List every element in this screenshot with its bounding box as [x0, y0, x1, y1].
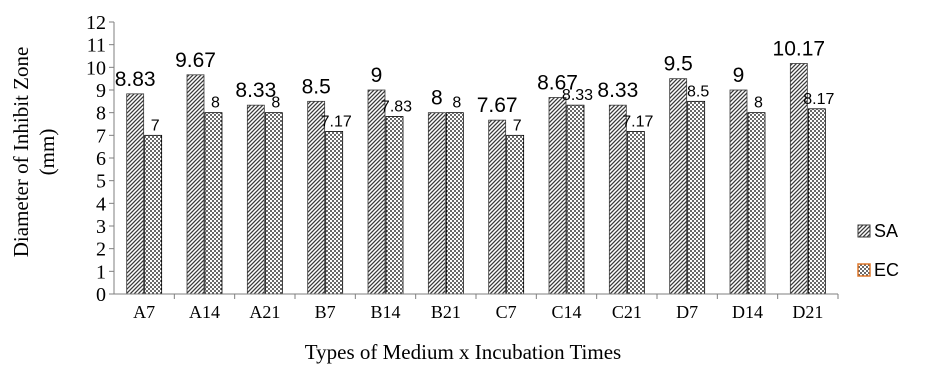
bar-ec-d14[interactable] — [747, 112, 766, 295]
bar-sa-a7[interactable] — [126, 93, 145, 295]
bar-ec-b21[interactable] — [445, 112, 464, 295]
x-tick-label: C7 — [496, 302, 517, 322]
data-label-sa: 9 — [733, 64, 745, 87]
bar-ec-b7[interactable] — [325, 131, 344, 295]
x-tick-label: D7 — [676, 302, 698, 322]
y-tick-label: 9 — [96, 80, 106, 102]
data-label-ec: 7.17 — [321, 113, 352, 130]
x-tick-label: D14 — [732, 302, 763, 322]
bar-ec-c21[interactable] — [626, 131, 645, 295]
bar-ec-d7[interactable] — [687, 100, 706, 295]
y-tick-label: 8 — [96, 103, 106, 125]
data-label-sa: 9.5 — [664, 53, 693, 76]
data-label-ec: 7 — [513, 117, 522, 134]
data-label-sa: 7.67 — [477, 94, 518, 117]
bar-ec-a21[interactable] — [264, 112, 283, 295]
x-tick-label: B7 — [315, 302, 336, 322]
data-label-sa: 8.67 — [537, 71, 578, 94]
x-axis-title: Types of Medium x Incubation Times — [305, 340, 621, 364]
legend-swatch-sa — [857, 224, 871, 238]
data-label-sa: 8.83 — [115, 68, 156, 91]
bar-ec-a7[interactable] — [144, 134, 163, 295]
x-tick-label: C14 — [551, 302, 581, 322]
y-tick-label: 11 — [87, 35, 106, 57]
data-label-sa: 8.33 — [597, 79, 638, 102]
x-tick-label: A21 — [249, 302, 280, 322]
x-tick-label: D21 — [792, 302, 823, 322]
legend-item-ec[interactable]: EC — [857, 260, 899, 280]
legend-swatch-ec — [857, 263, 871, 277]
bar-sa-c21[interactable] — [608, 104, 627, 295]
bars — [126, 63, 826, 295]
legend-item-sa[interactable]: SA — [857, 221, 898, 241]
bar-ec-c14[interactable] — [566, 104, 585, 295]
bar-sa-b21[interactable] — [427, 112, 446, 295]
bar-sa-b14[interactable] — [367, 89, 386, 295]
bar-sa-d14[interactable] — [729, 89, 748, 295]
x-tick-label: B21 — [431, 302, 461, 322]
data-label-ec: 7.83 — [381, 99, 412, 116]
legend-label-sa: SA — [874, 221, 898, 241]
data-label-ec: 8.5 — [687, 83, 709, 100]
data-label-ec: 8 — [754, 95, 763, 112]
data-label-sa: 8.5 — [302, 75, 331, 98]
x-tick-label: A7 — [133, 302, 155, 322]
y-tick-label: 4 — [96, 193, 106, 215]
data-label-sa: 9.67 — [175, 49, 216, 72]
bar-sa-c7[interactable] — [488, 119, 507, 295]
bar-ec-a14[interactable] — [204, 112, 223, 295]
y-axis-title: Diameter of Inhibit Zone (mm) — [9, 47, 59, 258]
y-axis-title-line: Diameter of Inhibit Zone — [9, 47, 33, 258]
bar-ec-d21[interactable] — [807, 108, 826, 295]
data-label-ec: 8.33 — [562, 87, 593, 104]
bar-sa-a14[interactable] — [186, 74, 205, 295]
data-label-ec: 7.17 — [622, 113, 653, 130]
bar-ec-c7[interactable] — [506, 134, 525, 295]
bar-sa-d7[interactable] — [669, 78, 688, 295]
data-label-ec: 8 — [211, 95, 220, 112]
y-tick-label: 10 — [86, 57, 106, 79]
data-label-sa: 9 — [371, 64, 383, 87]
x-axis-ticks: A7 A14 A21 B7 B14 B21 C7 C14 C21 D7 D14 D21 — [133, 294, 839, 322]
y-tick-label: 6 — [96, 148, 106, 170]
bar-sa-a21[interactable] — [246, 104, 265, 295]
bar-sa-c14[interactable] — [548, 97, 567, 295]
data-label-ec: 8 — [452, 95, 461, 112]
x-tick-label: A14 — [189, 302, 220, 322]
y-tick-label: 1 — [96, 261, 106, 283]
data-label-sa: 10.17 — [773, 37, 826, 60]
legend: SA EC — [857, 221, 899, 280]
data-label-sa: 8.33 — [235, 79, 276, 102]
data-label-ec: 8.17 — [803, 91, 834, 108]
data-label-ec: 8 — [271, 95, 280, 112]
y-tick-label: 12 — [86, 12, 106, 34]
bar-ec-b14[interactable] — [385, 116, 404, 295]
x-tick-label: C21 — [612, 302, 642, 322]
y-tick-label: 3 — [96, 216, 106, 238]
y-axis-title-line: (mm) — [35, 129, 59, 176]
legend-label-ec: EC — [874, 260, 899, 280]
y-tick-label: 0 — [96, 284, 106, 306]
data-label-sa: 8 — [431, 87, 443, 110]
y-tick-label: 7 — [96, 125, 106, 147]
x-tick-label: B14 — [370, 302, 400, 322]
y-tick-label: 2 — [96, 239, 106, 261]
data-label-ec: 7 — [151, 117, 160, 134]
y-tick-label: 5 — [96, 171, 106, 193]
